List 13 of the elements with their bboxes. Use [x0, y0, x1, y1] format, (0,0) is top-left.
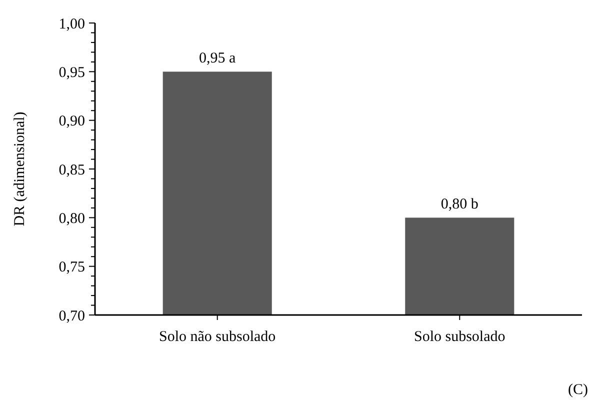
y-tick-label: 0,70 [58, 308, 85, 324]
y-tick-label: 0,95 [58, 64, 85, 81]
x-tick-label: Solo não subsolado [159, 329, 276, 345]
y-axis-title: DR (adimensional) [12, 112, 28, 226]
y-tick-label: 0,80 [58, 210, 85, 227]
text: (C) [568, 382, 588, 398]
y-tick-label: 1,00 [58, 16, 85, 32]
data-label: 0,80 b [440, 196, 478, 213]
y-tick-label: 0,85 [58, 162, 85, 178]
y-tick-label: 0,90 [58, 114, 85, 130]
x-tick-label: Solo subsolado [414, 329, 506, 345]
y-tick-label: 0,75 [58, 260, 85, 276]
data-label: 0,95 a [199, 50, 236, 67]
